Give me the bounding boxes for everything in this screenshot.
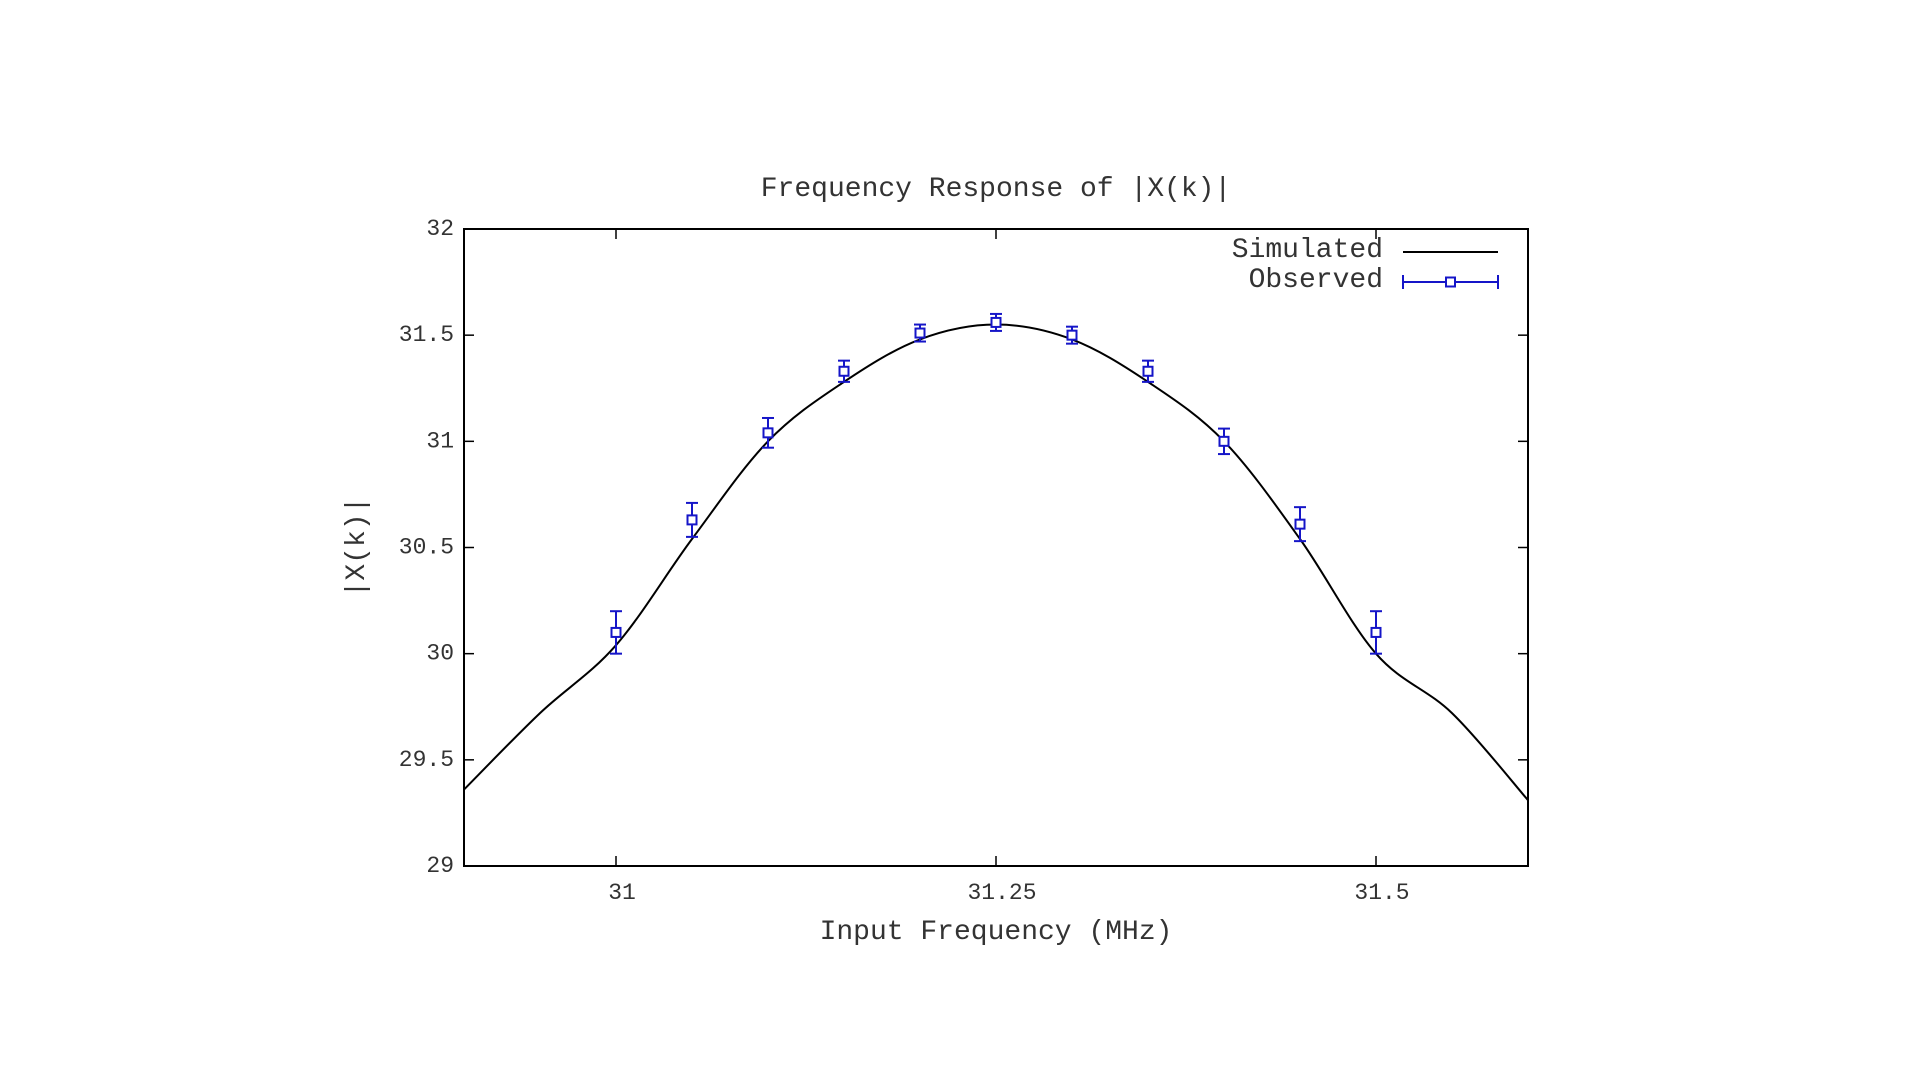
observed-point [762,416,774,449]
observed-marker [1294,518,1306,530]
observed-marker [1066,329,1078,341]
x-axis-title: Input Frequency (MHz) [820,917,1173,948]
y-tick-label: 31 [426,428,454,454]
observed-point [1294,506,1306,543]
observed-point [990,312,1002,332]
observed-marker [1370,626,1382,638]
x-tick-label: 31 [608,880,636,906]
observed-point [610,610,622,655]
legend: Simulated Observed [1232,235,1499,296]
y-tick-label: 32 [426,216,454,242]
y-tick-label: 30.5 [399,535,454,561]
series-simulated-line [463,323,1529,801]
x-axis: 31 31.25 31.5 [608,229,1410,906]
observed-marker [1218,435,1230,447]
observed-marker [990,316,1002,328]
observed-point [1142,359,1154,383]
observed-point [838,359,850,383]
y-tick-label: 30 [426,641,454,667]
x-tick-label: 31.25 [967,880,1036,906]
legend-label-simulated: Simulated [1232,235,1383,266]
chart-title: Frequency Response of |X(k)| [761,174,1231,205]
observed-marker [610,626,622,638]
observed-point [1370,610,1382,655]
observed-point [1218,427,1230,456]
observed-marker [762,427,774,439]
y-tick-label: 31.5 [399,322,454,348]
observed-point [914,323,926,343]
observed-marker [914,327,926,339]
y-axis-title: |X(k)| [342,497,373,598]
observed-marker [686,514,698,526]
observed-marker [1142,365,1154,377]
x-tick-label: 31.5 [1354,880,1409,906]
y-tick-label: 29 [426,853,454,879]
legend-observed-marker [1445,276,1456,288]
legend-label-observed: Observed [1249,265,1383,296]
y-axis: 29 29.5 30 30.5 31 31.5 32 [399,216,1528,879]
observed-marker [838,365,850,377]
observed-point [686,501,698,538]
series-layer [463,312,1529,801]
y-tick-label: 29.5 [399,747,454,773]
legend-swatch-observed [1402,275,1499,289]
observed-point [1066,325,1078,345]
